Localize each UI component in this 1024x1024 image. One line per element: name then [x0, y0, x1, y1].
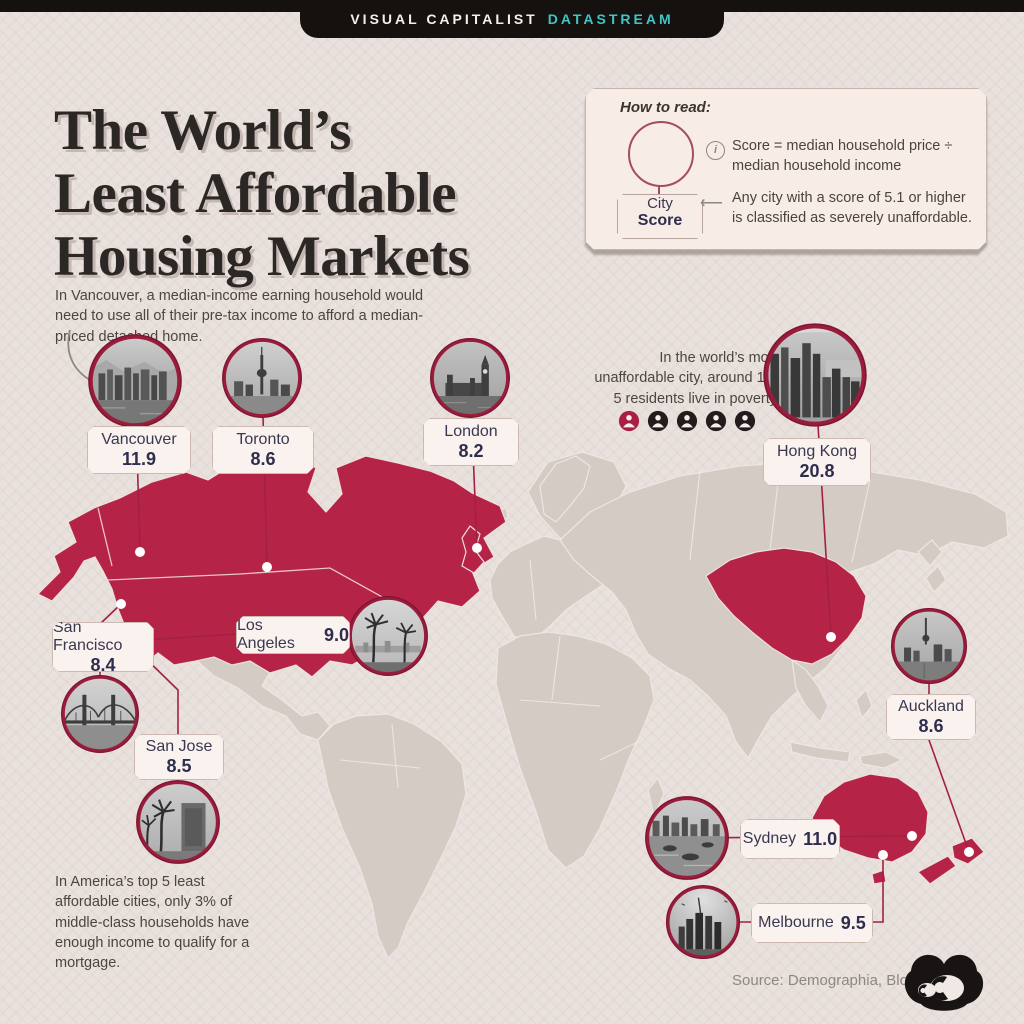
sydney-photo — [644, 795, 730, 881]
city-label-sydney: Sydney 11.0 — [740, 819, 840, 859]
city-label-melbourne: Melbourne 9.5 — [751, 903, 873, 943]
brand-highlight: DATASTREAM — [547, 11, 674, 27]
source-text: Source: Demographia, Bloomberg — [732, 972, 959, 989]
info-icon: i — [706, 141, 725, 160]
region-se-asia — [791, 658, 829, 724]
person-icon — [647, 410, 669, 432]
city-label-hong-kong: Hong Kong 20.8 — [763, 438, 871, 486]
how-to-read-heading: How to read: — [620, 99, 711, 116]
los-angeles-photo — [347, 595, 429, 677]
how-to-read-panel-shadow: How to read: City Score i Score = median… — [585, 88, 985, 248]
brand-tab: VISUAL CAPITALIST DATASTREAM — [300, 0, 724, 38]
island-madagascar — [647, 776, 665, 818]
san-jose-photo — [135, 779, 221, 865]
toronto-photo — [221, 337, 303, 419]
legend-city-label: City — [647, 195, 673, 212]
annotation-america: In America’s top 5 least affordable citi… — [55, 874, 250, 972]
page-title: The World’s Least Affordable Housing Mar… — [54, 99, 470, 288]
region-indonesia — [789, 688, 904, 769]
person-icon — [676, 410, 698, 432]
auckland-photo — [890, 607, 968, 685]
country-australia — [811, 773, 929, 885]
city-label-auckland: Auckland 8.6 — [886, 694, 976, 740]
country-japan — [917, 539, 947, 593]
person-icon — [705, 410, 727, 432]
city-label-toronto: Toronto 8.6 — [212, 426, 314, 474]
london-photo — [429, 337, 511, 419]
legend-score-label: Score — [637, 212, 683, 229]
melbourne-photo — [665, 884, 741, 960]
vancouver-photo — [87, 333, 183, 429]
legend-stem — [658, 185, 660, 195]
city-label-london: London 8.2 — [423, 418, 519, 466]
region-scandinavia — [539, 455, 591, 523]
hong-kong-photo — [762, 322, 868, 428]
city-label-san-jose: San Jose 8.5 — [134, 734, 224, 780]
visual-capitalist-logo — [904, 954, 984, 1011]
left-arrow-icon: ⟵ — [700, 195, 723, 212]
score-definition: Score = median household price ÷ median … — [732, 138, 953, 174]
brand-name: VISUAL CAPITALIST — [350, 11, 538, 27]
us-canada-border — [97, 507, 421, 619]
country-borders — [339, 465, 871, 789]
annotation-hong-kong: In the world’s most unaffordable city, a… — [594, 350, 780, 407]
poverty-icon-row — [618, 410, 756, 432]
person-icon-highlighted — [618, 410, 640, 432]
title-line-3: Housing Markets — [54, 224, 470, 288]
city-label-san-francisco: San Francisco 8.4 — [52, 622, 154, 672]
title-line-1: The World’s — [54, 99, 351, 163]
san-francisco-photo — [60, 674, 140, 754]
how-to-read-panel: How to read: City Score i Score = median… — [585, 88, 987, 250]
country-china — [705, 547, 867, 665]
city-label-los-angeles: Los Angeles 9.0 — [237, 617, 349, 652]
legend-city-score-box: City Score — [617, 194, 703, 239]
continent-south-america — [317, 713, 467, 960]
person-icon — [734, 410, 756, 432]
legend-circle — [628, 121, 694, 187]
country-new-zealand — [917, 837, 985, 885]
title-line-2: Least Affordable — [54, 161, 457, 225]
threshold-note: Any city with a score of 5.1 or higher i… — [732, 190, 972, 226]
continent-africa — [495, 631, 655, 869]
city-label-vancouver: Vancouver 11.9 — [87, 426, 191, 474]
